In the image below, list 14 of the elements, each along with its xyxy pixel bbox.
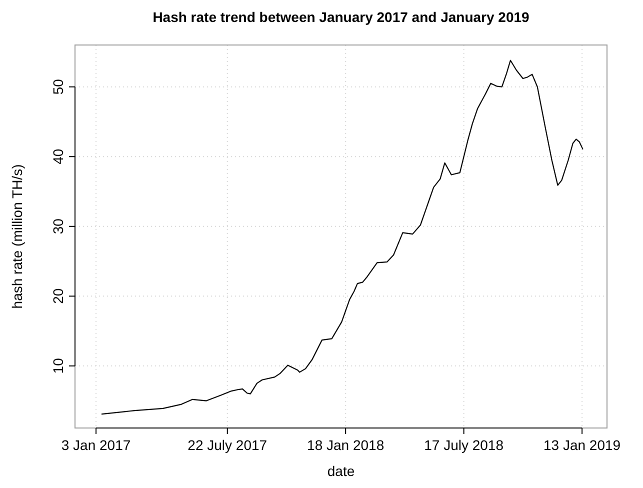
line-series — [101, 60, 584, 415]
y-tick-label: 40 — [50, 148, 66, 164]
y-tick-label: 10 — [50, 358, 66, 374]
y-tick-label: 50 — [50, 78, 66, 95]
x-tick-label: 13 Jan 2019 — [544, 437, 621, 453]
x-tick-label: 17 July 2018 — [424, 437, 504, 453]
chart-title: Hash rate trend between January 2017 and January 2019 — [152, 9, 530, 25]
x-axis-title: date — [327, 463, 355, 479]
x-tick-label: 22 July 2017 — [188, 437, 268, 453]
x-tick-label: 3 Jan 2017 — [61, 437, 131, 453]
x-tick-label: 18 Jan 2018 — [307, 437, 384, 453]
y-tick-label: 20 — [50, 288, 66, 304]
y-tick-label: 30 — [50, 218, 66, 234]
y-axis-title: hash rate (million TH/s) — [9, 164, 25, 309]
